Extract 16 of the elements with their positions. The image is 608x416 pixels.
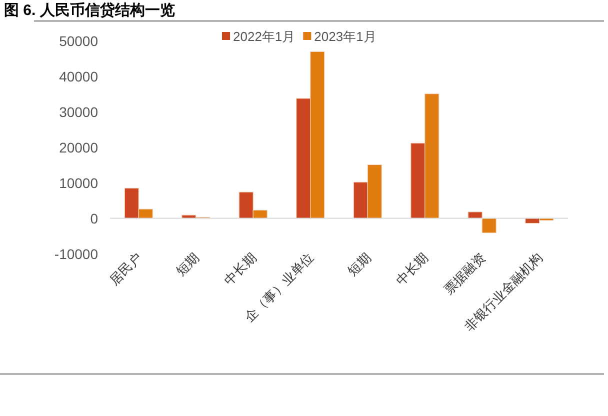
x-tick-label: 中长期 (221, 250, 260, 288)
x-tick-label: 票据融资 (440, 250, 488, 298)
y-tick-label: 30000 (59, 104, 98, 120)
y-tick-label: 40000 (59, 68, 98, 84)
chart-title: 图 6. 人民币信贷结构一览 (4, 2, 175, 19)
x-tick-label: 中长期 (392, 250, 431, 288)
legend-label: 2022年1月 (233, 29, 296, 44)
x-tick-label: 居民户 (106, 250, 145, 288)
y-tick-label: 50000 (59, 33, 98, 49)
y-tick-label: -10000 (54, 246, 98, 262)
legend-label: 2023年1月 (314, 29, 376, 44)
y-tick-label: 0 (90, 210, 98, 226)
y-tick-label: 20000 (59, 139, 98, 156)
x-tick-label: 短期 (344, 250, 374, 279)
x-tick-label: 短期 (173, 250, 202, 279)
y-tick-label: 10000 (59, 174, 98, 191)
